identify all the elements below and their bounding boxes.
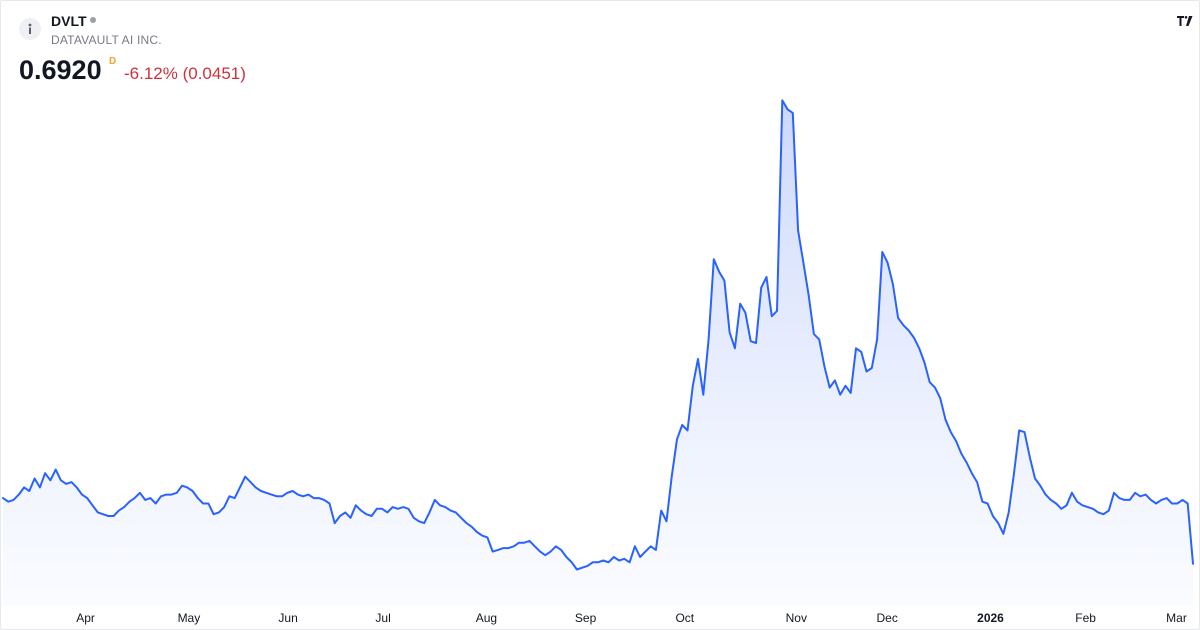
symbol-ticker[interactable]: DVLT <box>51 13 87 29</box>
company-logo[interactable] <box>19 18 41 40</box>
x-tick-label: Feb <box>1075 611 1096 625</box>
price-area-fill <box>3 100 1193 607</box>
x-tick-label: 2026 <box>977 611 1004 625</box>
x-tick-label: Jul <box>375 611 390 625</box>
x-tick-label: Dec <box>877 611 898 625</box>
x-axis: Apr May Jun Jul Aug Sep Oct Nov Dec 2026 Feb Mar <box>76 611 1187 625</box>
x-tick-label: Apr <box>76 611 95 625</box>
interval-badge: D <box>109 56 117 67</box>
x-tick-label: Oct <box>675 611 694 625</box>
x-tick-label: Aug <box>476 611 497 625</box>
tradingview-logo-icon[interactable] <box>1172 10 1198 32</box>
info-icon <box>28 23 32 34</box>
price-change: -6.12% (0.0451) <box>124 64 246 83</box>
x-tick-label: Jun <box>278 611 297 625</box>
last-price: 0.6920 <box>19 55 102 85</box>
x-tick-label: Mar <box>1166 611 1187 625</box>
x-tick-label: Nov <box>786 611 807 625</box>
x-tick-label: Sep <box>575 611 597 625</box>
price-series-line <box>2 99 1194 571</box>
company-name: DATAVAULT AI INC. <box>51 33 162 47</box>
market-status-dot <box>90 17 96 23</box>
x-tick-label: May <box>178 611 201 625</box>
